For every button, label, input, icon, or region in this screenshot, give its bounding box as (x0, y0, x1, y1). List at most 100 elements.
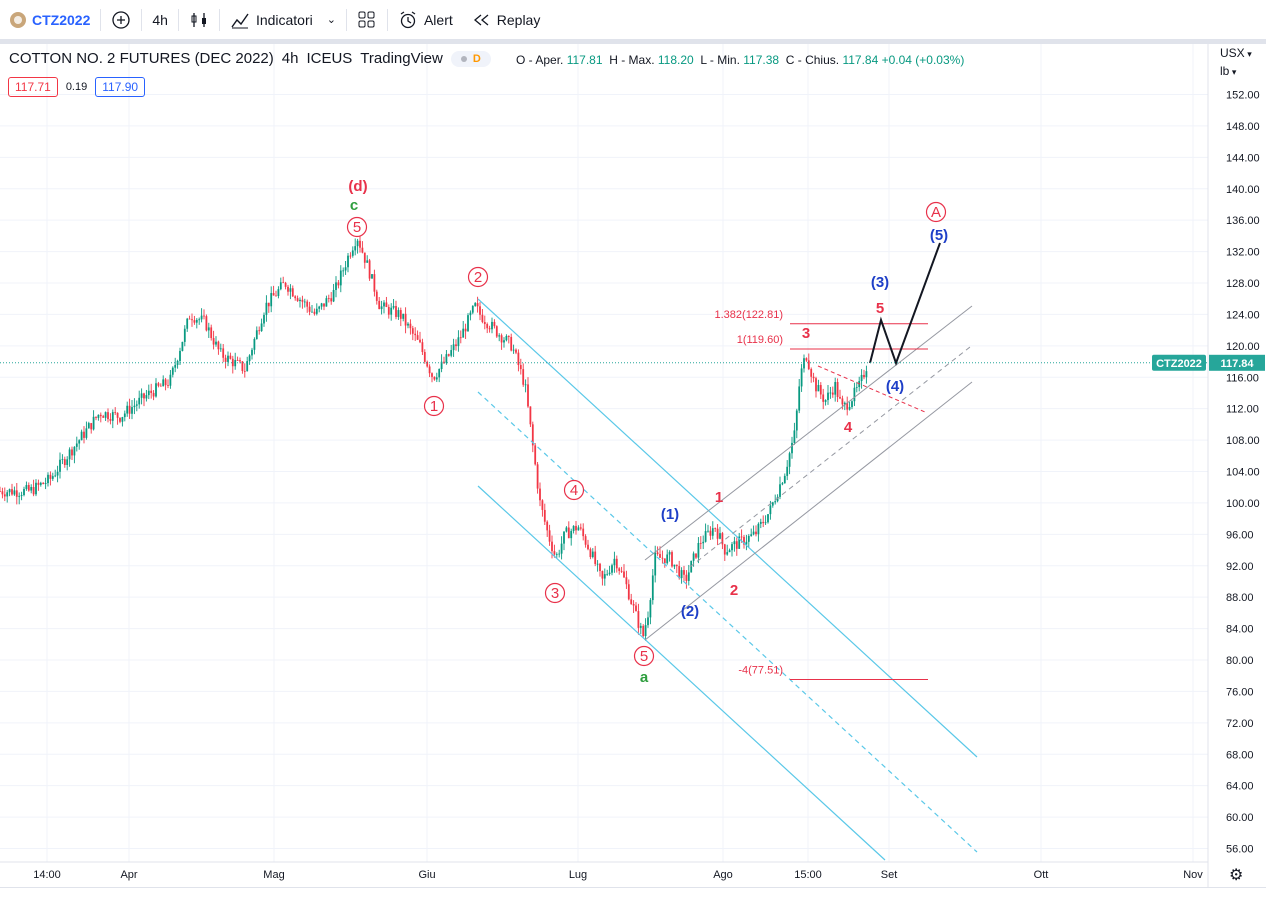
chart-header: COTTON NO. 2 FUTURES (DEC 2022) 4h ICEUS… (9, 50, 491, 67)
candle-body (277, 289, 280, 296)
candle-body (555, 554, 558, 556)
candle-body (291, 288, 294, 297)
fib-level-label: -4(77.51) (738, 665, 783, 677)
candle-body (601, 571, 604, 579)
candle-body (735, 541, 738, 549)
candle-body (683, 570, 685, 575)
wave-label: a (640, 669, 649, 686)
candle-body (599, 563, 601, 572)
candle-body (159, 385, 162, 387)
candle-body (551, 541, 553, 552)
candle-body (198, 319, 201, 321)
candle-body (471, 305, 474, 313)
gear-icon[interactable]: ⚙ (1229, 867, 1244, 884)
delayed-badge[interactable]: D (450, 50, 491, 67)
price-chart[interactable]: 1.382(122.81) 1(119.60) -4(77.51) (d) c 5 2 1 3 4… (0, 44, 1266, 887)
symbol-search[interactable]: CTZ2022 (0, 0, 100, 40)
candle-body (803, 358, 805, 369)
candle-body (615, 558, 618, 569)
candle-body (726, 552, 729, 555)
replay-button[interactable]: Replay (463, 0, 551, 40)
candle-body (119, 417, 121, 422)
price-tick-label: 56.00 (1226, 844, 1254, 856)
candle-body (212, 338, 215, 345)
candle-body (795, 410, 798, 431)
candle-body (335, 282, 337, 290)
candle-body (301, 299, 304, 302)
candle-body (675, 564, 678, 567)
chart-type-button[interactable] (179, 0, 219, 40)
candle-body (829, 392, 832, 394)
candle-body (839, 397, 841, 399)
candle-body (318, 306, 321, 309)
layouts-button[interactable] (347, 0, 387, 40)
candle-body (534, 445, 537, 465)
candle-body (426, 361, 429, 367)
ask-price-button[interactable]: 117.90 (95, 77, 146, 97)
candle-body (819, 385, 822, 395)
time-tick-label: 14:00 (33, 869, 61, 881)
candle-body (493, 321, 496, 327)
candle-body (620, 570, 623, 572)
candle-body (488, 328, 491, 330)
candle-body (186, 318, 189, 329)
candle-body (392, 306, 395, 308)
wave-label: 5 (640, 648, 648, 665)
candle-body (589, 549, 592, 558)
close-label: C - Chius. (785, 53, 840, 67)
candle-body (779, 484, 781, 497)
wave-label-circle (467, 266, 489, 288)
alert-button[interactable]: Alert (388, 0, 463, 40)
candle-body (483, 322, 486, 325)
divider (141, 8, 143, 31)
candle-body (219, 348, 222, 350)
candle-body (762, 521, 765, 524)
candle-body (414, 333, 417, 336)
bid-price-button[interactable]: 117.71 (8, 77, 58, 97)
candle-body (505, 335, 508, 341)
candle-body (757, 523, 760, 535)
currency-selector[interactable]: USX ▾ (1220, 46, 1252, 64)
time-tick-label: Apr (120, 869, 137, 881)
candle-body (529, 406, 532, 425)
wave-label: (2) (681, 603, 699, 620)
candle-body (596, 563, 599, 565)
alert-label: Alert (423, 11, 453, 28)
wave-label: 3 (551, 585, 559, 602)
candle-body (107, 412, 109, 420)
candle-body (647, 617, 649, 626)
candle-body (164, 379, 167, 386)
unit-selector[interactable]: lb ▾ (1220, 64, 1252, 82)
candle-body (817, 385, 820, 392)
candle-body (265, 302, 268, 315)
candle-body (131, 407, 133, 414)
candle-body (841, 398, 844, 405)
candle-body (49, 474, 52, 479)
compare-button[interactable] (101, 0, 141, 40)
candle-body (659, 554, 661, 558)
top-toolbar: CTZ2022 4h Indicatori ⌄ Alert Replay (0, 0, 1266, 40)
candle-body (157, 383, 160, 386)
wave-label: 2 (474, 269, 482, 286)
candle-body (661, 557, 664, 559)
candle-body (11, 489, 13, 495)
candle-body (210, 327, 213, 339)
candle-body (500, 335, 503, 343)
candle-body (73, 446, 76, 456)
candle-body (330, 298, 333, 302)
candle-body (673, 564, 676, 567)
candle-body (191, 319, 193, 321)
interval-button[interactable]: 4h (142, 0, 178, 40)
candle-body (445, 354, 448, 363)
candle-body (815, 378, 817, 392)
candle-body (498, 335, 501, 337)
indicators-button[interactable]: Indicatori ⌄ (220, 0, 346, 40)
candle-body (716, 528, 719, 539)
candle-body (743, 536, 745, 545)
candle-body (246, 361, 249, 372)
candle-body (217, 341, 220, 350)
candle-body (147, 390, 150, 396)
header-exchange: ICEUS (306, 50, 353, 67)
candle-body (3, 494, 6, 497)
candle-body (697, 542, 700, 558)
